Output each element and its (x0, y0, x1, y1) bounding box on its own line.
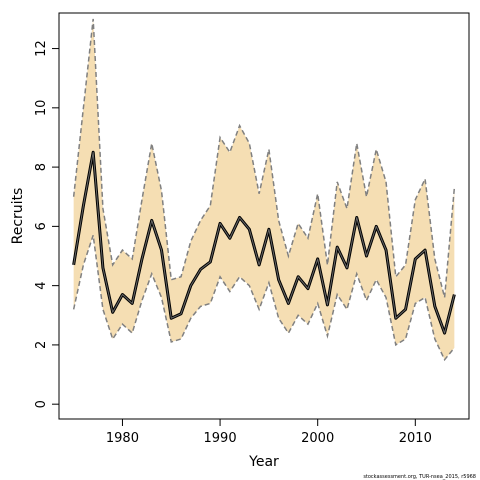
y-tick-label: 10 (34, 100, 49, 117)
y-tick-label: 0 (34, 400, 49, 408)
y-tick-label: 12 (34, 40, 49, 57)
estimate-line-highlight (73, 151, 455, 334)
footer-note: stockassessment.org, TUR-nsea_2015, r596… (363, 474, 476, 480)
x-tick-label: 1980 (106, 431, 139, 446)
y-tick-label: 8 (34, 163, 49, 171)
x-tick-label: 2010 (399, 431, 432, 446)
x-tick-label: 1990 (204, 431, 237, 446)
lower-bound-line (72, 235, 455, 362)
axis-layer: 1980 1990 2000 2010 0 2 4 6 8 10 12 (34, 40, 432, 446)
y-tick-label: 2 (34, 341, 49, 349)
y-tick-label: 6 (34, 222, 49, 230)
x-tick-label: 2000 (301, 431, 334, 446)
x-axis-title: Year (248, 454, 279, 470)
y-axis-title: Recruits (10, 188, 26, 245)
upper-bound-line (72, 18, 456, 298)
confidence-band (73, 18, 455, 360)
series-layer (72, 18, 456, 362)
y-tick-label: 4 (34, 282, 49, 290)
